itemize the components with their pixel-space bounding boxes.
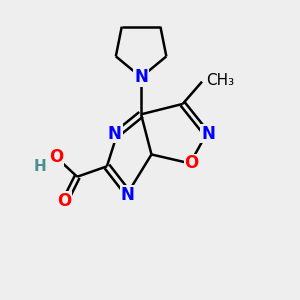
Text: H: H	[34, 159, 46, 174]
Text: O: O	[184, 154, 199, 172]
Text: N: N	[108, 125, 122, 143]
Text: N: N	[134, 68, 148, 86]
Text: CH₃: CH₃	[206, 73, 235, 88]
Text: N: N	[121, 186, 135, 204]
Text: O: O	[49, 148, 64, 166]
Text: O: O	[57, 191, 71, 209]
Text: N: N	[201, 125, 215, 143]
